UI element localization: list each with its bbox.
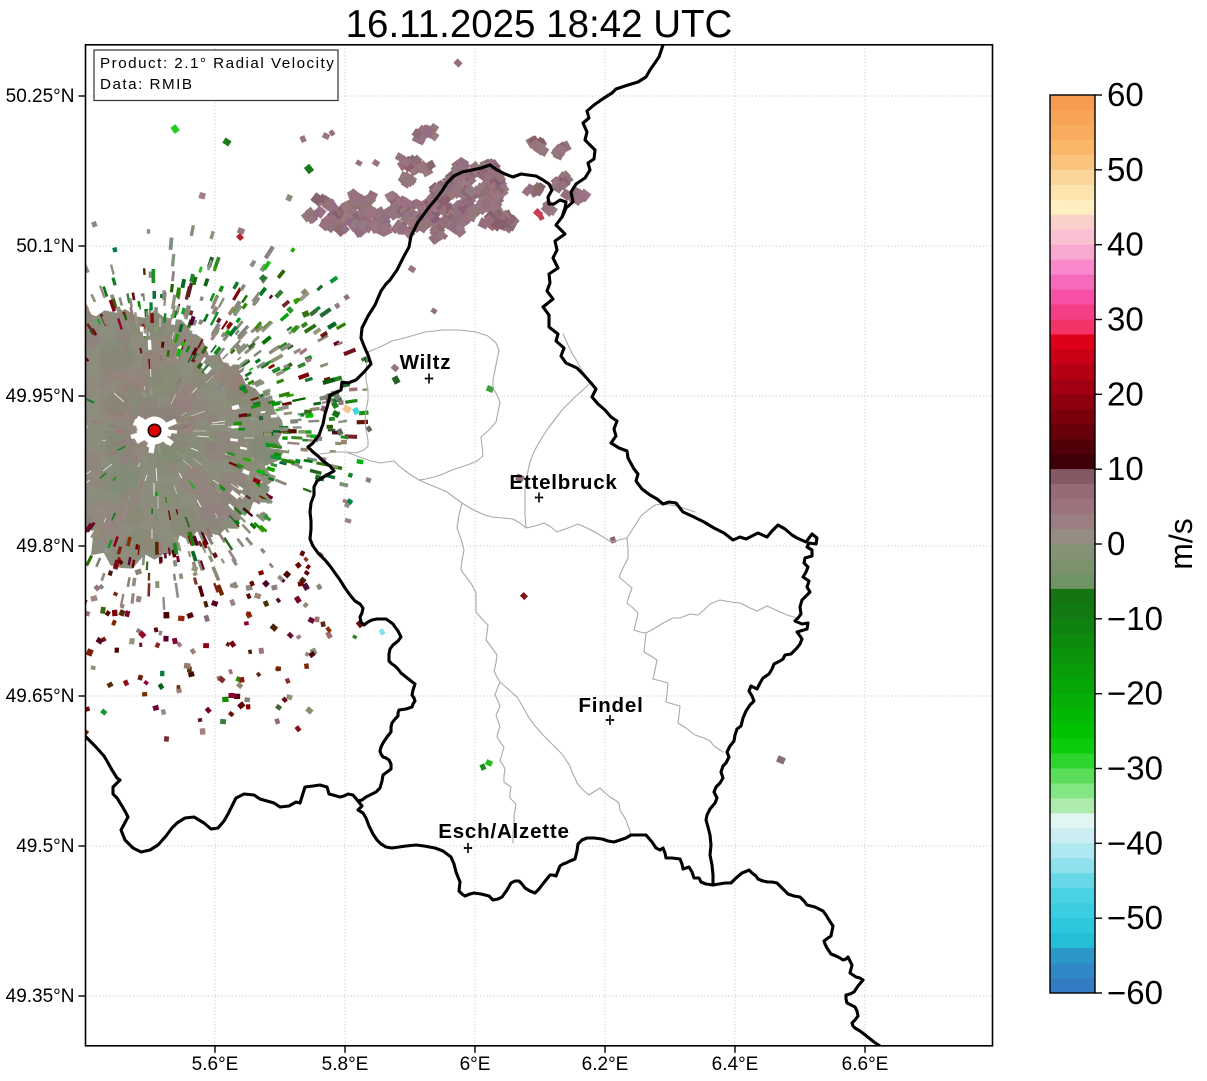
svg-text:Data: RMIB: Data: RMIB (100, 76, 194, 93)
svg-text:m/s: m/s (1163, 518, 1199, 570)
svg-text:−30: −30 (1107, 750, 1163, 787)
svg-text:50.25°N: 50.25°N (6, 86, 75, 107)
svg-text:40: 40 (1107, 226, 1144, 263)
svg-text:6.4°E: 6.4°E (712, 1054, 759, 1075)
svg-text:49.5°N: 49.5°N (16, 836, 74, 857)
svg-text:49.95°N: 49.95°N (6, 386, 75, 407)
svg-text:−20: −20 (1107, 675, 1163, 712)
svg-text:−50: −50 (1107, 899, 1163, 936)
svg-text:10: 10 (1107, 450, 1144, 487)
svg-text:20: 20 (1107, 375, 1144, 412)
svg-text:6.6°E: 6.6°E (842, 1054, 889, 1075)
svg-text:30: 30 (1107, 301, 1144, 338)
svg-text:−60: −60 (1107, 974, 1163, 1011)
svg-text:49.35°N: 49.35°N (6, 986, 75, 1007)
svg-text:Ettelbruck: Ettelbruck (509, 471, 617, 494)
svg-text:60: 60 (1107, 76, 1144, 113)
svg-text:50: 50 (1107, 151, 1144, 188)
svg-text:−10: −10 (1107, 600, 1163, 637)
svg-text:49.8°N: 49.8°N (16, 536, 74, 557)
svg-text:−40: −40 (1107, 824, 1163, 861)
svg-text:6°E: 6°E (460, 1054, 491, 1075)
svg-text:50.1°N: 50.1°N (16, 236, 74, 257)
svg-text:0: 0 (1107, 525, 1125, 562)
svg-text:Esch/Alzette: Esch/Alzette (438, 820, 570, 843)
svg-text:Findel: Findel (578, 694, 643, 717)
svg-text:Wiltz: Wiltz (400, 351, 452, 374)
svg-text:5.8°E: 5.8°E (322, 1054, 369, 1075)
svg-text:6.2°E: 6.2°E (582, 1054, 629, 1075)
svg-text:5.6°E: 5.6°E (192, 1054, 239, 1075)
svg-text:49.65°N: 49.65°N (6, 686, 75, 707)
svg-text:16.11.2025 18:42 UTC: 16.11.2025 18:42 UTC (346, 3, 733, 46)
svg-text:Product: 2.1° Radial Velocity: Product: 2.1° Radial Velocity (100, 55, 335, 72)
